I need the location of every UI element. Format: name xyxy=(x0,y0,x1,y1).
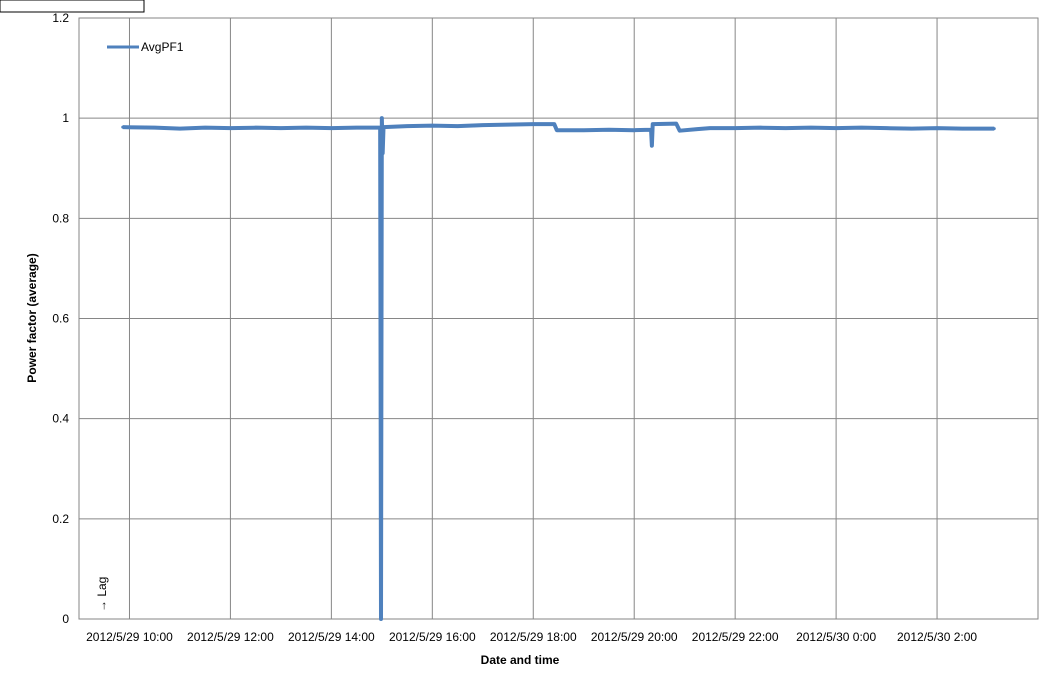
data-point xyxy=(279,126,283,130)
corner-box xyxy=(0,0,145,13)
data-point xyxy=(733,126,737,130)
data-point xyxy=(481,123,485,127)
data-point xyxy=(582,128,586,132)
data-point xyxy=(506,123,510,127)
gridlines xyxy=(79,17,1038,620)
data-point xyxy=(378,126,382,130)
lag-annotation: → Lag xyxy=(95,577,109,612)
data-point xyxy=(834,126,838,130)
data-point xyxy=(531,122,535,126)
data-point xyxy=(650,144,654,148)
x-tick-label: 2012/5/30 2:00 xyxy=(897,630,977,644)
data-point xyxy=(632,128,636,132)
data-point xyxy=(355,126,359,130)
x-tick-label: 2012/5/29 12:00 xyxy=(187,630,274,644)
data-point xyxy=(380,116,384,120)
data-point xyxy=(228,126,232,130)
y-tick-label: 1 xyxy=(62,111,69,125)
data-point xyxy=(254,126,258,130)
data-point xyxy=(456,124,460,128)
series-layer xyxy=(121,116,996,621)
x-axis-title: Date and time xyxy=(481,653,560,667)
y-axis-title: Power factor (average) xyxy=(25,253,39,382)
y-tick-label: 0.6 xyxy=(52,312,69,326)
data-point xyxy=(708,126,712,130)
data-point xyxy=(552,122,556,126)
x-tick-label: 2012/5/29 20:00 xyxy=(591,630,678,644)
data-point xyxy=(304,126,308,130)
legend-label-avgpf1: AvgPF1 xyxy=(141,40,184,54)
data-point xyxy=(859,126,863,130)
data-point xyxy=(758,126,762,130)
data-point xyxy=(651,122,655,126)
y-tick-label: 1.2 xyxy=(52,11,69,25)
y-tick-label: 0.4 xyxy=(52,412,69,426)
y-tick-label: 0.8 xyxy=(52,211,69,225)
x-tick-label: 2012/5/29 10:00 xyxy=(86,630,173,644)
data-point xyxy=(379,617,383,621)
data-point xyxy=(674,122,678,126)
data-point xyxy=(178,127,182,131)
y-tick-label: 0.2 xyxy=(52,512,69,526)
x-tick-label: 2012/5/29 14:00 xyxy=(288,630,375,644)
data-point xyxy=(153,126,157,130)
data-point xyxy=(382,125,386,129)
x-tick-label: 2012/5/29 22:00 xyxy=(692,630,779,644)
x-tick-label: 2012/5/30 0:00 xyxy=(796,630,876,644)
data-point xyxy=(649,128,653,132)
x-tick-label: 2012/5/29 18:00 xyxy=(490,630,577,644)
data-point xyxy=(885,126,889,130)
data-point xyxy=(405,124,409,128)
data-point xyxy=(329,126,333,130)
data-point xyxy=(555,128,559,132)
data-point xyxy=(784,126,788,130)
data-point xyxy=(809,126,813,130)
data-point xyxy=(430,124,434,128)
x-tick-label: 2012/5/29 16:00 xyxy=(389,630,476,644)
legend: AvgPF1 xyxy=(107,40,184,54)
y-tick-labels: 0 0.2 0.4 0.6 0.8 1 1.2 xyxy=(52,11,69,626)
data-point xyxy=(910,127,914,131)
data-point xyxy=(381,151,385,155)
data-point xyxy=(935,126,939,130)
data-point xyxy=(203,126,207,130)
data-point xyxy=(960,127,964,131)
series-line-avgpf1 xyxy=(122,116,995,621)
data-point xyxy=(695,127,699,131)
x-tick-labels: 2012/5/29 10:00 2012/5/29 12:00 2012/5/29 … xyxy=(86,630,977,644)
data-point xyxy=(992,127,996,131)
data-point xyxy=(678,129,682,133)
data-point xyxy=(121,125,125,129)
data-point xyxy=(607,128,611,132)
y-tick-label: 0 xyxy=(62,612,69,626)
